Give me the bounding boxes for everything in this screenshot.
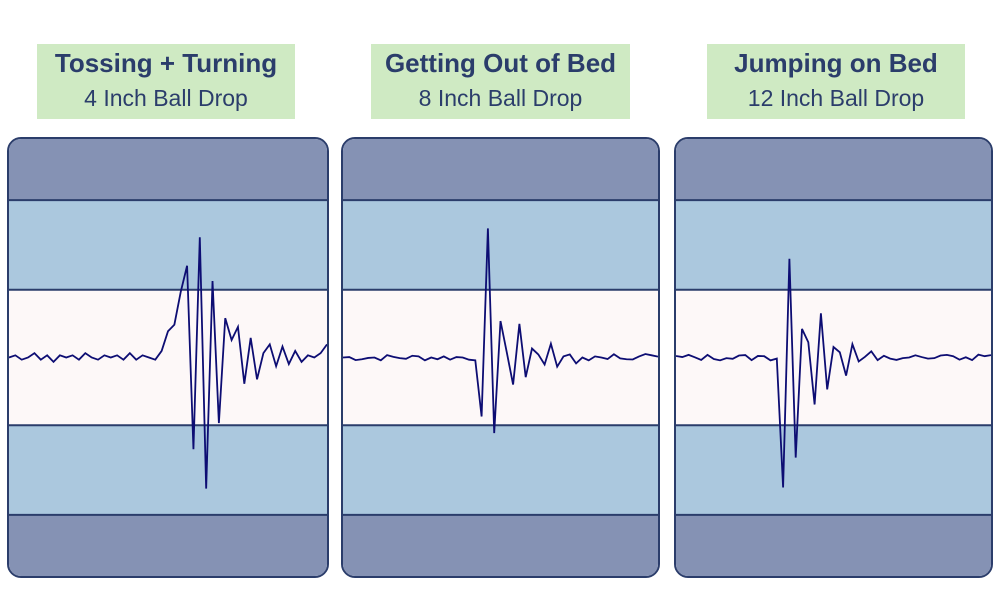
band [343, 514, 658, 576]
chart-panel-1 [7, 137, 329, 578]
chart-title: Getting Out of Bed [384, 48, 617, 78]
band [9, 514, 327, 576]
band [676, 139, 991, 201]
title-box-1: Tossing + Turning 4 Inch Ball Drop [37, 44, 295, 119]
band [676, 514, 991, 576]
waveform-line [343, 228, 658, 434]
band [343, 139, 658, 201]
band [676, 289, 991, 426]
waveform-chart [676, 139, 991, 576]
title-box-3: Jumping on Bed 12 Inch Ball Drop [707, 44, 965, 119]
chart-panel-2 [341, 137, 660, 578]
waveform-chart [343, 139, 658, 576]
title-box-2: Getting Out of Bed 8 Inch Ball Drop [371, 44, 630, 119]
band [676, 425, 991, 515]
chart-title: Jumping on Bed [734, 48, 938, 78]
chart-subtitle: 8 Inch Ball Drop [418, 85, 583, 111]
band [9, 139, 327, 201]
chart-title: Tossing + Turning [54, 48, 278, 78]
waveform-chart [9, 139, 327, 576]
chart-subtitle: 12 Inch Ball Drop [747, 85, 925, 111]
band [9, 200, 327, 290]
chart-panel-3 [674, 137, 993, 578]
band [343, 425, 658, 515]
band [9, 425, 327, 515]
band [676, 200, 991, 290]
waveform-line [676, 258, 991, 488]
band [343, 200, 658, 290]
chart-subtitle: 4 Inch Ball Drop [84, 85, 248, 111]
waveform-line [9, 237, 327, 489]
